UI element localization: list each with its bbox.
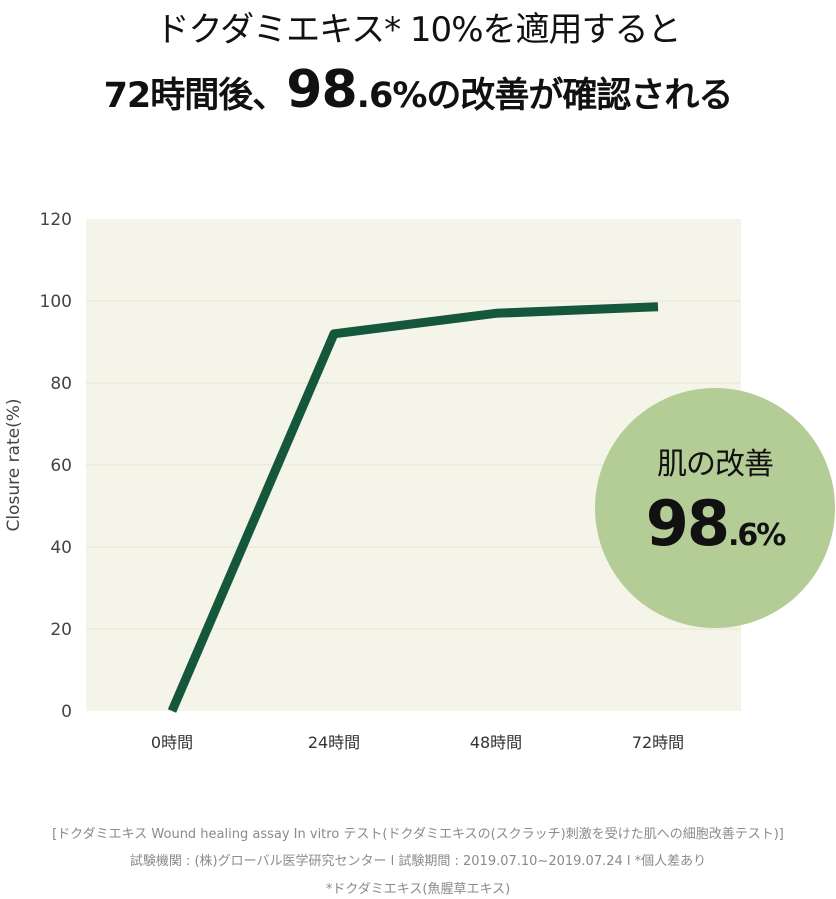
- closure-rate-series-line: [167, 302, 659, 713]
- y-axis-label: Closure rate(%): [4, 398, 24, 531]
- improvement-badge: 肌の改善 98.6%: [595, 388, 835, 628]
- footnote-test-description: [ドクダミエキス Wound healing assay In vitro テス…: [52, 827, 784, 842]
- headline-line-2: 72時間後、98.6%の改善が確認される: [0, 60, 836, 120]
- footnote-extract-note: *ドクダミエキス(魚腥草エキス): [325, 882, 511, 897]
- badge-value: 98.6%: [645, 486, 787, 560]
- x-axis-ticks: 0時間 24時間 48時間 72時間: [151, 733, 684, 752]
- y-tick-label: 100: [40, 292, 72, 312]
- y-tick-label: 0: [61, 702, 72, 722]
- headline-line-1: ドクダミエキス* 10%を適用すると: [155, 10, 682, 50]
- badge-value-dec: .6%: [727, 517, 786, 553]
- headline-value-int: 98: [286, 60, 357, 120]
- headline-prefix: 72時間後、: [103, 76, 288, 116]
- headline-value-dec: .6%: [356, 76, 428, 116]
- y-tick-label: 20: [50, 620, 72, 640]
- badge-label: 肌の改善: [657, 446, 774, 482]
- x-tick-label: 0時間: [151, 733, 193, 752]
- x-tick-label: 24時間: [308, 733, 360, 752]
- x-tick-label: 72時間: [632, 733, 684, 752]
- badge-value-int: 98: [645, 486, 730, 560]
- footnote-test-info: 試験機関 : (株)グローバル医学研究センター l 試験期間 : 2019.07…: [129, 854, 707, 869]
- x-tick-label: 48時間: [470, 733, 522, 752]
- y-tick-label: 60: [50, 456, 72, 476]
- y-axis-ticks: 0 20 40 60 80 100 120: [40, 210, 72, 722]
- y-tick-label: 120: [40, 210, 72, 230]
- y-tick-label: 40: [50, 538, 72, 558]
- y-tick-label: 80: [50, 374, 72, 394]
- headline-suffix: の改善が確認される: [426, 76, 733, 116]
- series-layer: [167, 302, 659, 713]
